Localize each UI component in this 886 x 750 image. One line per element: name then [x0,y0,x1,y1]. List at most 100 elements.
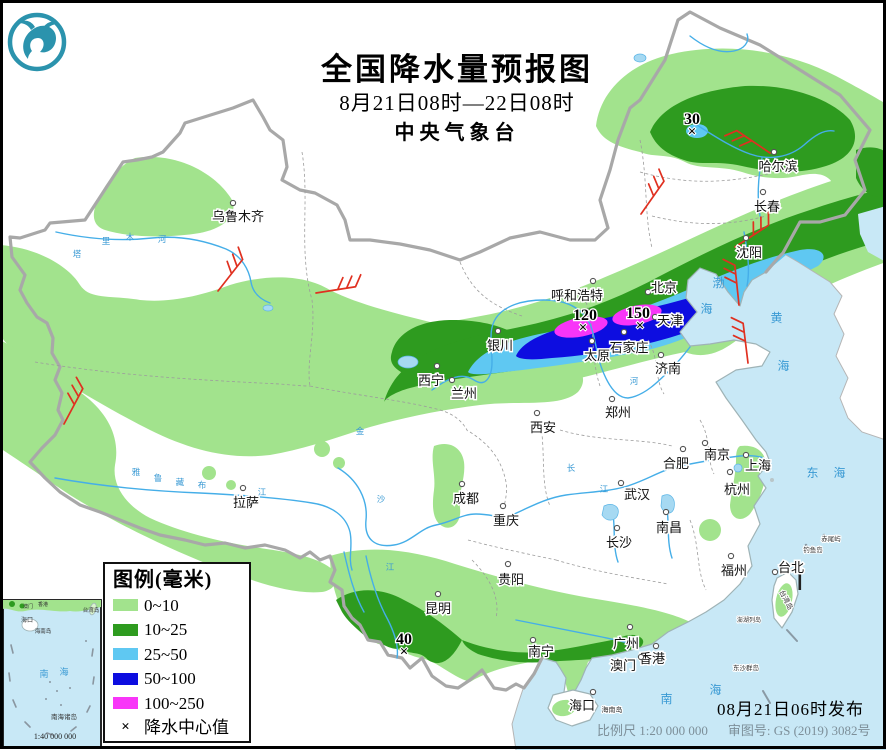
city-dot [608,395,616,403]
river-name-label: 河 [630,376,639,386]
nine-dash-segment [762,690,771,704]
inset-label: 南 [39,668,48,679]
city-marker: 合肥 [661,445,691,473]
sea-name-label: 黄 [770,311,783,325]
city-marker: 上海 [742,451,773,475]
island-name-label: 钓鱼岛 [803,545,823,554]
river-labels: 塔里木河雅鲁藏布江金沙江长江河 [73,232,639,572]
city-dot [239,484,247,492]
cma-logo [6,11,68,78]
city-label: 南宁 [528,644,554,659]
city-dot [613,524,621,532]
city-marker: 郑州 [603,395,633,422]
city-dot [529,636,537,644]
city-label: 太原 [584,348,610,363]
city-label: 成都 [453,491,479,506]
city-dot [589,277,597,285]
legend-title: 图例(毫米) [113,569,213,591]
river-name-label: 金 [356,426,365,436]
city-label: 海口 [569,698,595,713]
city-dot [434,590,442,598]
island-dot [804,543,808,547]
zhoushan-islands [770,478,774,482]
river-name-label: 江 [600,484,609,494]
legend-center-marker-row: × 降水中心值 [113,716,241,741]
precip-center-value: 40 [396,631,412,648]
release-time: 08月21日06时发布 [717,700,864,719]
inset-label: 海口 [21,616,33,624]
city-label: 银川 [487,338,513,353]
wind-barb-icon [722,258,740,306]
city-marker: 贵阳 [496,560,526,589]
city-marker: 武汉 [617,479,652,504]
city-dot [662,508,670,516]
china-national-border [8,10,872,692]
city-dot [727,552,735,560]
precip-center-value: 150 [626,305,650,322]
city-marker: 石家庄 [608,328,650,357]
city-label: 澳门 [610,658,636,673]
river-name-label: 长 [567,463,576,473]
legend-item-label: 50~100 [144,669,196,689]
city-label: 福州 [721,563,747,578]
legend-item: 0~10 [113,593,241,618]
city-dot [759,188,767,196]
wind-barb-icon [315,273,362,294]
rivers [54,33,835,659]
island-name-label: 澎湖列岛 [737,616,761,624]
wind-barb-icon [63,376,84,425]
tarim-lake [262,304,274,312]
nine-dash-segment [786,629,798,642]
rain-band-50-100mm [516,293,723,360]
inset-nine-dash-line [8,644,95,736]
city-dot [433,362,441,370]
city-dot [770,148,778,156]
city-marker: 西安 [528,409,558,437]
sea-name-label: 东 [806,466,819,480]
center-marker-label: 降水中心值 [144,718,229,738]
city-label: 哈尔滨 [758,159,797,174]
city-marker: 哈尔滨 [757,148,799,176]
city-label: 上海 [745,458,771,473]
city-label: 香港 [639,651,665,666]
china-coastline [541,267,771,702]
precip-center-x-icon: × [636,318,645,334]
precip-center-marks: 30×120×150×40× [395,110,702,661]
city-dot [494,327,502,335]
city-marker: 银川 [485,327,515,355]
city-dot [771,568,779,576]
city-label: 天津 [657,313,683,328]
poyang-lake [660,494,675,514]
island-dot [822,533,826,537]
boundary-tick [798,573,802,590]
city-marker: 西宁 [416,362,446,390]
map-license: 审图号: GS (2019) 3082号 [727,723,871,738]
city-marker: 乌鲁木齐 [210,199,266,226]
precip-center-x-icon: × [400,644,409,660]
city-marker: 成都 [451,480,481,508]
map-info: 比例尺 1:20 000 000 审图号: GS (2019) 3082号 [597,720,871,739]
inset-label: 南海诸岛 [51,712,77,721]
precip-center-value: 30 [684,111,700,128]
wind-barb-icon [730,316,749,364]
inset-label: 台湾岛 [83,606,100,614]
city-marker: 长沙 [604,524,634,552]
x-marker-icon: × [121,719,130,736]
precip-center: 30× [683,110,702,141]
city-marker: 重庆 [491,502,521,530]
precip-center: 120× [572,306,599,337]
wind-barb-icon [734,211,770,248]
city-marker: 澳门 [608,653,645,675]
inset-label: 海 [59,666,68,677]
river-name-label: 塔 [73,249,82,259]
city-dot [448,376,456,384]
forecast-period: 8月21日08时—22日08时 [339,91,575,115]
city-dot [626,623,634,631]
city-label: 乌鲁木齐 [212,209,264,224]
city-marker: 香港 [637,642,667,668]
river-name-label: 江 [258,487,267,497]
city-label: 重庆 [493,513,519,528]
